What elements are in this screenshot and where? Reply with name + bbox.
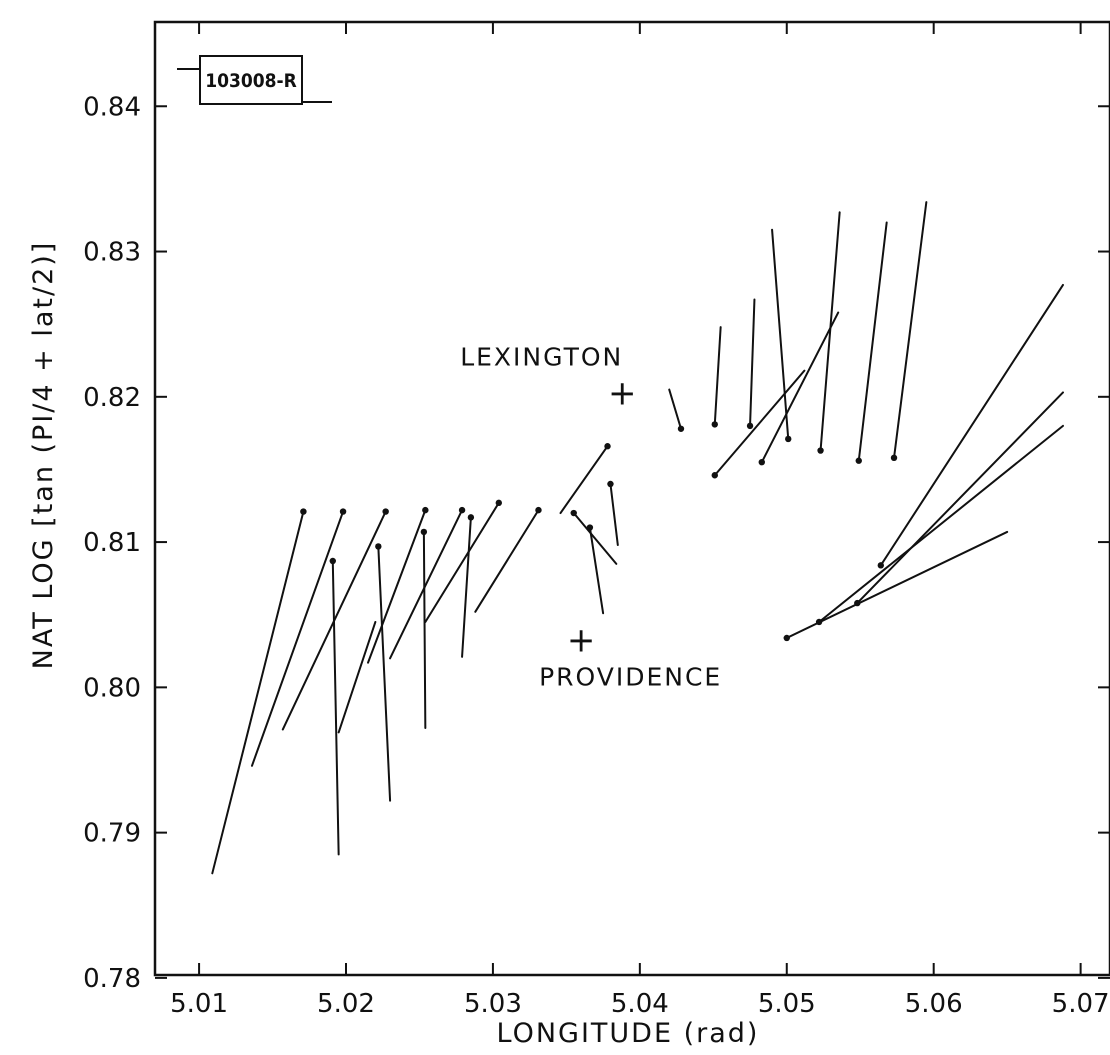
data-segment — [857, 221, 888, 462]
data-point — [890, 454, 898, 462]
data-point — [854, 599, 861, 607]
data-segment — [819, 211, 841, 452]
x-axis-title: LONGITUDE (rad) — [497, 1018, 760, 1049]
data-point — [458, 506, 466, 514]
data-point — [300, 508, 307, 515]
x-tick-label: 5.03 — [464, 989, 522, 1019]
data-segment — [422, 530, 427, 730]
x-tick-label: 5.01 — [170, 989, 228, 1019]
data-point — [382, 508, 389, 515]
data-segment — [572, 512, 618, 565]
data-point — [604, 443, 611, 450]
data-segment — [713, 369, 806, 477]
x-tick-label: 5.02 — [317, 989, 375, 1019]
x-tick-label: 5.04 — [611, 989, 669, 1019]
data-point — [467, 514, 475, 521]
figure-id-box: 103008-R — [177, 55, 332, 105]
data-point — [815, 618, 823, 626]
data-point — [746, 422, 754, 430]
plot-frame — [153, 20, 1110, 977]
data-point — [535, 506, 542, 514]
y-axis: 0.78 0.79 0.80 0.81 0.82 0.83 0.84 — [83, 92, 1110, 994]
data-segment — [713, 326, 722, 426]
data-segment — [250, 510, 345, 767]
data-point — [877, 562, 884, 569]
data-segment — [337, 620, 377, 734]
data-segment — [879, 283, 1064, 567]
figure-id-frame — [199, 55, 303, 105]
data-point — [785, 435, 792, 443]
data-segment — [331, 559, 340, 856]
data-point — [586, 524, 594, 531]
data-segment — [609, 482, 619, 546]
figure-id-label: 103008-R — [205, 70, 297, 92]
data-segment — [461, 516, 472, 658]
data-segment — [818, 424, 1064, 623]
y-tick-label: 0.78 — [83, 964, 141, 994]
data-point — [783, 634, 790, 642]
data-segment — [588, 526, 605, 615]
data-point — [495, 499, 502, 507]
annotations: +LEXINGTON+PROVIDENCE — [460, 342, 722, 691]
data-segments — [211, 201, 1064, 875]
data-point — [422, 506, 429, 514]
data-segment — [749, 298, 756, 427]
providence-marker: + — [567, 620, 596, 660]
y-axis-title: NAT LOG [tan (PI/4 + lat/2)] — [28, 241, 59, 670]
data-segment — [211, 510, 305, 875]
y-tick-label: 0.82 — [83, 383, 141, 413]
data-point — [855, 457, 862, 464]
data-segment — [474, 509, 540, 613]
lexington-marker: + — [608, 373, 637, 413]
data-segment — [893, 201, 928, 459]
data-point — [677, 425, 685, 432]
providence-label: PROVIDENCE — [539, 662, 722, 691]
y-tick-label: 0.83 — [83, 238, 141, 268]
data-segment — [760, 311, 840, 464]
x-axis: 5.01 5.02 5.03 5.04 5.05 5.06 5.07 — [170, 22, 1110, 1019]
data-segment — [668, 388, 682, 430]
data-point — [711, 421, 718, 428]
data-segment — [377, 545, 392, 802]
data-segment — [389, 509, 464, 660]
data-point — [375, 543, 382, 550]
y-tick-label: 0.81 — [83, 528, 141, 558]
data-segment — [367, 509, 427, 664]
lexington-label: LEXINGTON — [460, 342, 623, 371]
y-tick-label: 0.79 — [83, 819, 141, 849]
data-segment — [559, 445, 609, 515]
data-point — [817, 447, 824, 454]
y-tick-label: 0.84 — [83, 92, 141, 122]
data-point — [329, 557, 336, 565]
data-point — [607, 480, 614, 488]
y-tick-label: 0.80 — [83, 673, 141, 703]
data-point — [339, 508, 347, 515]
data-segment — [856, 391, 1064, 605]
x-tick-label: 5.07 — [1052, 989, 1110, 1019]
data-point — [570, 509, 577, 517]
data-segment — [424, 501, 500, 623]
x-tick-label: 5.06 — [905, 989, 963, 1019]
data-point — [711, 472, 718, 479]
data-point — [758, 458, 765, 466]
data-segment — [771, 228, 790, 440]
x-tick-label: 5.05 — [758, 989, 816, 1019]
data-segment — [785, 530, 1009, 639]
data-point — [420, 528, 428, 536]
